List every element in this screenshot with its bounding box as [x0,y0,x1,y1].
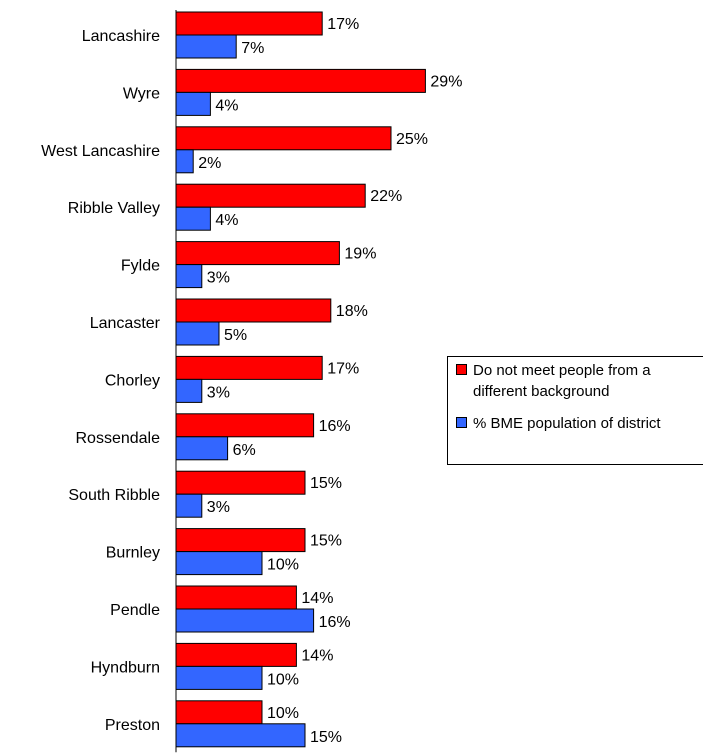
bar-bme-population [175,321,220,346]
category-label: Preston [105,717,160,734]
legend-label: Do not meet people from a [473,362,651,379]
category-label: Ribble Valley [68,200,160,217]
data-label-bme-population: 15% [310,729,342,746]
chart-bars [175,11,426,748]
bar-bme-population [175,149,194,174]
bar-do-not-meet [175,11,323,36]
bar-do-not-meet [175,183,366,208]
bar-do-not-meet [175,126,392,151]
data-label-do-not-meet: 14% [301,647,333,664]
data-label-bme-population: 16% [319,614,351,631]
legend-swatch [456,364,467,375]
data-label-do-not-meet: 14% [301,590,333,607]
bar-bme-population [175,665,263,690]
bar-do-not-meet [175,413,315,438]
data-label-bme-population: 7% [241,40,264,57]
bar-bme-population [175,551,263,576]
bar-bme-population [175,608,315,633]
category-label: Rossendale [76,430,161,447]
data-label-bme-population: 3% [207,499,230,516]
category-label: Lancaster [90,315,161,332]
bar-bme-population [175,723,306,748]
bar-do-not-meet [175,528,306,553]
category-label: Burnley [106,545,160,562]
data-label-do-not-meet: 29% [430,73,462,90]
data-label-do-not-meet: 10% [267,705,299,722]
category-label: West Lancashire [41,143,160,160]
bar-do-not-meet [175,355,323,380]
data-label-bme-population: 10% [267,557,299,574]
legend-label: % BME population of district [473,415,661,432]
data-label-do-not-meet: 22% [370,188,402,205]
data-label-bme-population: 10% [267,671,299,688]
chart-labels: Lancashire 17% 7% Wyre 29% 4% West Lancashire 2… [41,16,462,746]
category-label: South Ribble [68,487,160,504]
category-label: Pendle [110,602,160,619]
legend-box [447,356,703,465]
data-label-do-not-meet: 17% [327,360,359,377]
data-label-bme-population: 5% [224,327,247,344]
bar-bme-population [175,34,237,59]
bar-do-not-meet [175,241,340,266]
data-label-do-not-meet: 18% [336,303,368,320]
legend-swatch [456,417,467,428]
bar-bme-population [175,91,211,116]
category-label: Chorley [105,372,160,389]
category-label: Fylde [121,258,160,275]
data-label-bme-population: 4% [215,97,238,114]
bar-bme-population [175,378,203,403]
bar-do-not-meet [175,298,332,323]
category-label: Wyre [123,85,160,102]
data-label-do-not-meet: 17% [327,16,359,33]
data-label-bme-population: 3% [207,270,230,287]
bar-bme-population [175,264,203,289]
bar-do-not-meet [175,585,297,610]
data-label-bme-population: 6% [233,442,256,459]
data-label-do-not-meet: 16% [319,418,351,435]
data-label-bme-population: 4% [215,212,238,229]
bar-bme-population [175,436,229,461]
bar-do-not-meet [175,68,426,93]
legend-label: different background [473,383,610,400]
data-label-do-not-meet: 19% [344,246,376,263]
data-label-do-not-meet: 15% [310,475,342,492]
chart-legend: Do not meet people from a different backg… [447,356,703,465]
bar-do-not-meet [175,470,306,495]
category-label: Hyndburn [91,659,160,676]
data-label-do-not-meet: 15% [310,533,342,550]
data-label-bme-population: 2% [198,155,221,172]
bar-do-not-meet [175,642,297,667]
data-label-do-not-meet: 25% [396,131,428,148]
bar-bme-population [175,493,203,518]
bar-do-not-meet [175,700,263,725]
category-label: Lancashire [82,28,160,45]
data-label-bme-population: 3% [207,384,230,401]
bar-bme-population [175,206,211,231]
